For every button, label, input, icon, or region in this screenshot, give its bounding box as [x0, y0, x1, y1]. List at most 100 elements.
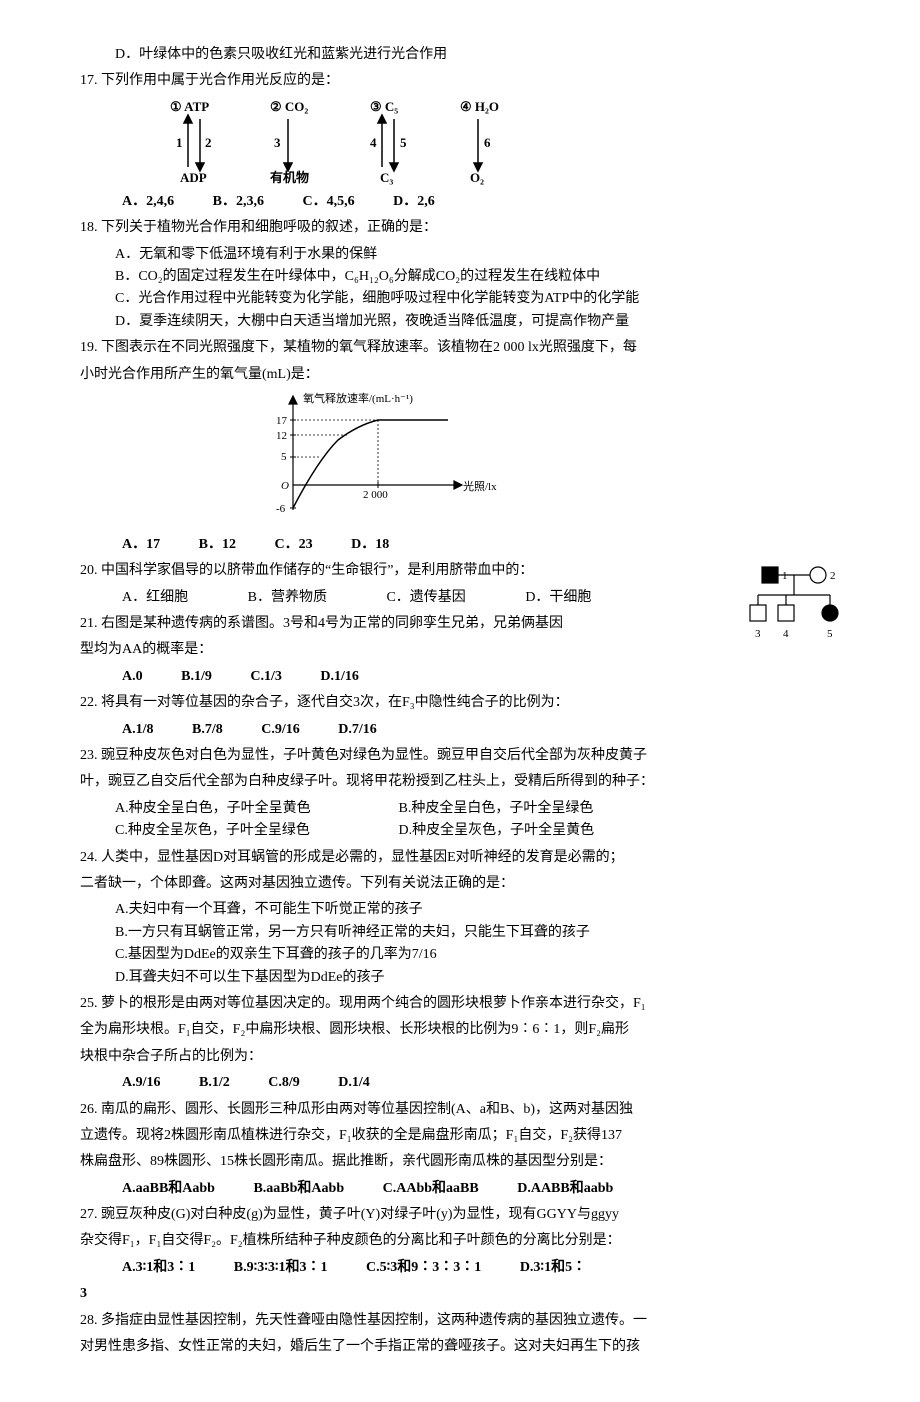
q19-a: A．17 [122, 534, 160, 556]
q25-c: C.8/9 [268, 1072, 300, 1094]
ytick-0: O [281, 480, 289, 492]
q19-stem2: 小时光合作用所产生的氧气量(mL)是： [80, 364, 840, 386]
q24-stem2: 二者缺一，个体即聋。这两对基因独立遗传。下列有关说法正确的是： [80, 873, 840, 895]
q17-stem: 17. 下列作用中属于光合作用光反应的是： [80, 70, 840, 92]
q25-stem1: 25. 萝卜的根形是由两对等位基因决定的。现用两个纯合的圆形块根萝卜作亲本进行杂… [80, 993, 840, 1015]
q27-c: C.5∶3和9∶3∶3∶1 [366, 1257, 481, 1279]
q18-c: C．光合作用过程中光能转变为化学能，细胞呼吸过程中化学能转变为ATP中的化学能 [80, 288, 840, 310]
q17-diagram: ① ATP ② CO₂ ③ C₅ ④ H₂O ADP 有机物 C₃ O₂ 1 2… [80, 97, 840, 187]
arrow-3: 3 [274, 135, 281, 150]
ytick-5: 5 [281, 451, 287, 463]
q17-options: A．2,4,6 B．2,3,6 C．4,5,6 D．2,6 [80, 191, 840, 213]
q20-stem: 20. 中国科学家倡导的以脐带血作储存的“生命银行”，是利用脐带血中的： [80, 560, 840, 582]
arrow-1: 1 [176, 135, 183, 150]
q18-d: D．夏季连续阴天，大棚中白天适当增加光照，夜晚适当降低温度，可提高作物产量 [80, 311, 840, 333]
q27-b: B.9∶3∶3∶1和3∶1 [234, 1257, 328, 1279]
q22-d: D.7/16 [338, 719, 377, 741]
q20-options: A．红细胞 B．营养物质 C．遗传基因 D．干细胞 [80, 587, 840, 609]
q22-options: A.1/8 B.7/8 C.9/16 D.7/16 [80, 719, 840, 741]
q25-d: D.1/4 [338, 1072, 370, 1094]
q27-stem2: 杂交得F₁，F₁自交得F₂。F₂植株所结种子种皮颜色的分离比和子叶颜色的分离比分… [80, 1230, 840, 1252]
q19-d: D．18 [351, 534, 389, 556]
q22-c: C.9/16 [261, 719, 300, 741]
q26-options: A.aaBB和Aabb B.aaBb和Aabb C.AAbb和aaBB D.AA… [80, 1178, 840, 1200]
d-bot-1: ADP [180, 170, 207, 185]
q20-c: C．遗传基因 [386, 587, 465, 609]
chart-ylabel: 氧气释放速率/(mL·h⁻¹) [303, 391, 413, 405]
q22-b: B.7/8 [192, 719, 223, 741]
q17-a: A．2,4,6 [122, 191, 174, 213]
chart-xlabel: 光照/lx [463, 479, 497, 493]
q28-stem1: 28. 多指症由显性基因控制，先天性聋哑由隐性基因控制，这两种遗传病的基因独立遗… [80, 1310, 840, 1332]
q26-a: A.aaBB和Aabb [122, 1178, 215, 1200]
q27-d: D.3∶1和5∶ [520, 1257, 586, 1279]
q27-options: A.3∶1和3∶1 B.9∶3∶3∶1和3∶1 C.5∶3和9∶3∶3∶1 D.… [80, 1257, 840, 1279]
q26-stem2: 立遗传。现将2株圆形南瓜植株进行杂交，F₁收获的全是扁盘形南瓜；F₁自交，F₂获… [80, 1125, 840, 1147]
q25-stem3: 块根中杂合子所占的比例为： [80, 1046, 840, 1068]
d-top-3: ③ C₅ [370, 99, 398, 114]
q20-b: B．营养物质 [248, 587, 327, 609]
q24-stem1: 24. 人类中，显性基因D对耳蜗管的形成是必需的，显性基因E对听神经的发育是必需… [80, 847, 840, 869]
q19-options: A．17 B．12 C．23 D．18 [80, 534, 840, 556]
q22-a: A.1/8 [122, 719, 154, 741]
ped-3: 3 [755, 628, 761, 640]
q21-a: A.0 [122, 666, 143, 688]
d-top-4: ④ H₂O [460, 99, 499, 114]
ytick-17: 17 [276, 415, 288, 427]
ytick-n6: -6 [276, 503, 286, 515]
q26-b: B.aaBb和Aabb [253, 1178, 344, 1200]
q21-stem2: 型均为AA的概率是： [80, 639, 840, 661]
d-top-1: ① ATP [170, 99, 209, 114]
ped-2: 2 [830, 570, 836, 582]
q23-cd: C.种皮全呈灰色，子叶全呈绿色 D.种皮全呈灰色，子叶全呈黄色 [80, 820, 840, 842]
q21-options: A.0 B.1/9 C.1/3 D.1/16 [80, 666, 840, 688]
q28-stem2: 对男性患多指、女性正常的夫妇，婚后生了一个手指正常的聋哑孩子。这对夫妇再生下的孩 [80, 1336, 840, 1358]
q19-b: B．12 [199, 534, 236, 556]
d-bot-2: 有机物 [270, 170, 309, 185]
d-top-2: ② CO₂ [270, 99, 308, 114]
ped-1: 1 [782, 570, 788, 582]
pedigree-diagram: 1 2 3 4 5 [740, 555, 850, 653]
d-bot-4: O₂ [470, 170, 484, 185]
q27-a: A.3∶1和3∶1 [122, 1257, 195, 1279]
q18-stem: 18. 下列关于植物光合作用和细胞呼吸的叙述，正确的是： [80, 217, 840, 239]
q24-d: D.耳聋夫妇不可以生下基因型为DdEe的孩子 [80, 967, 840, 989]
q16-option-d: D．叶绿体中的色素只吸收红光和蓝紫光进行光合作用 [80, 44, 840, 66]
q25-options: A.9/16 B.1/2 C.8/9 D.1/4 [80, 1072, 840, 1094]
q21-stem1: 21. 右图是某种遗传病的系谱图。3号和4号为正常的同卵孪生兄弟，兄弟俩基因 [80, 613, 840, 635]
arrow-2: 2 [205, 135, 212, 150]
d-bot-3: C₃ [380, 170, 393, 185]
q19-chart: 氧气释放速率/(mL·h⁻¹) 光照/lx 17 12 5 O -6 2 000 [80, 390, 840, 530]
q25-b: B.1/2 [199, 1072, 230, 1094]
q26-stem3: 株扁盘形、89株圆形、15株长圆形南瓜。据此推断，亲代圆形南瓜株的基因型分别是： [80, 1151, 840, 1173]
q19-stem1: 19. 下图表示在不同光照强度下，某植物的氧气释放速率。该植物在2 000 lx… [80, 337, 840, 359]
q17-d: D．2,6 [393, 191, 435, 213]
q23-ab: A.种皮全呈白色，子叶全呈黄色 B.种皮全呈白色，子叶全呈绿色 [80, 798, 840, 820]
q27-stem1: 27. 豌豆灰种皮(G)对白种皮(g)为显性，黄子叶(Y)对绿子叶(y)为显性，… [80, 1204, 840, 1226]
q24-c: C.基因型为DdEe的双亲生下耳聋的孩子的几率为7/16 [80, 944, 840, 966]
q22-stem: 22. 将具有一对等位基因的杂合子，逐代自交3次，在F₃中隐性纯合子的比例为： [80, 692, 840, 714]
arrow-5: 5 [400, 135, 407, 150]
q26-d: D.AABB和aabb [517, 1178, 613, 1200]
ped-5: 5 [827, 628, 833, 640]
ped-4: 4 [783, 628, 789, 640]
q27-tail: 3 [80, 1283, 840, 1305]
xtick-2000: 2 000 [363, 489, 388, 501]
q21-c: C.1/3 [250, 666, 282, 688]
q24-a: A.夫妇中有一个耳聋，不可能生下听觉正常的孩子 [80, 899, 840, 921]
arrow-6: 6 [484, 135, 491, 150]
q24-b: B.一方只有耳蜗管正常，另一方只有听神经正常的夫妇，只能生下耳聋的孩子 [80, 922, 840, 944]
q18-a: A．无氧和零下低温环境有利于水果的保鲜 [80, 244, 840, 266]
q21-b: B.1/9 [181, 666, 212, 688]
arrow-4: 4 [370, 135, 377, 150]
q26-stem1: 26. 南瓜的扁形、圆形、长圆形三种瓜形由两对等位基因控制(A、a和B、b)，这… [80, 1099, 840, 1121]
ytick-12: 12 [276, 430, 287, 442]
q25-a: A.9/16 [122, 1072, 161, 1094]
q18-b: B．CO₂的固定过程发生在叶绿体中，C₆H₁₂O₆分解成CO₂的过程发生在线粒体… [80, 266, 840, 288]
q23-stem1: 23. 豌豆种皮灰色对白色为显性，子叶黄色对绿色为显性。豌豆甲自交后代全部为灰种… [80, 745, 840, 767]
q26-c: C.AAbb和aaBB [383, 1178, 479, 1200]
q19-c: C．23 [274, 534, 312, 556]
q21-d: D.1/16 [320, 666, 359, 688]
q20-a: A．红细胞 [122, 587, 188, 609]
q20-d: D．干细胞 [525, 587, 591, 609]
